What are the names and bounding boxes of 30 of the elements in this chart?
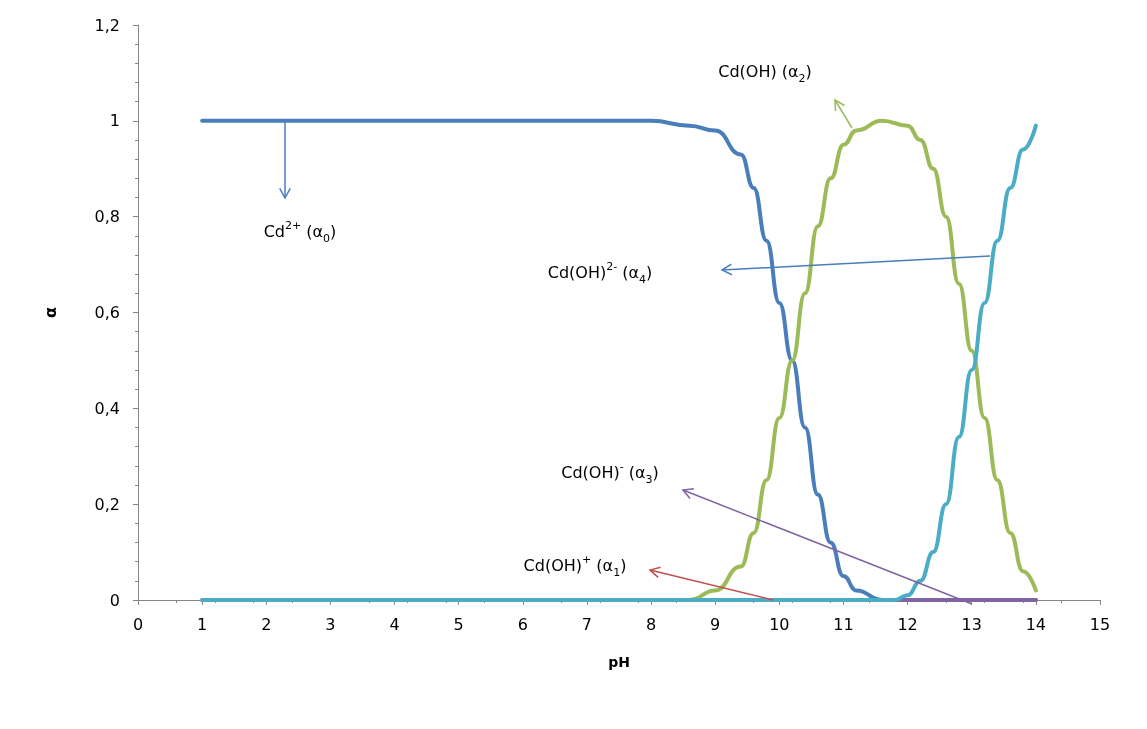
x-tick-label: 13 (961, 614, 982, 634)
x-tick-label: 15 (1089, 614, 1111, 634)
x-tick-label: 4 (389, 614, 400, 634)
x-tick-label: 3 (325, 614, 336, 634)
annotation: Cd(OH)$^{-}$ (α$_{3}$) (561, 459, 659, 486)
annotation: Cd(OH)$^{2-}$ (α$_{4}$) (547, 259, 653, 286)
x-tick-label: 10 (769, 614, 790, 634)
annotation: Cd$^{2+}$ (α$_{0}$) (263, 218, 337, 245)
y-tick-label: 0 (109, 590, 120, 610)
annotation: Cd(OH) (α$_{2}$) (718, 61, 812, 85)
y-tick-label: 1 (109, 111, 120, 131)
y-tick-label: 0,8 (94, 207, 120, 227)
x-tick-label: 14 (1025, 614, 1047, 634)
x-axis-title: pH (608, 654, 630, 670)
y-tick-label: 0,2 (94, 494, 120, 514)
x-tick-label: 1 (197, 614, 208, 634)
y-tick-label: 0,4 (94, 398, 120, 418)
x-tick-label: 6 (517, 614, 528, 634)
y-tick-label: 1,2 (94, 15, 120, 35)
x-tick-label: 11 (833, 614, 854, 634)
x-tick-label: 5 (453, 614, 464, 634)
x-tick-label: 7 (581, 614, 593, 634)
x-tick-label: 2 (261, 614, 272, 634)
annotation: Cd(OH)$^{+}$ (α$_{1}$) (523, 552, 627, 579)
x-tick-label: 8 (645, 614, 657, 634)
y-axis-title: α (40, 307, 60, 318)
x-tick-label: 12 (897, 614, 918, 634)
x-tick-label: 9 (710, 614, 721, 634)
y-tick-label: 0,6 (94, 303, 120, 322)
x-tick-label: 0 (132, 614, 144, 634)
